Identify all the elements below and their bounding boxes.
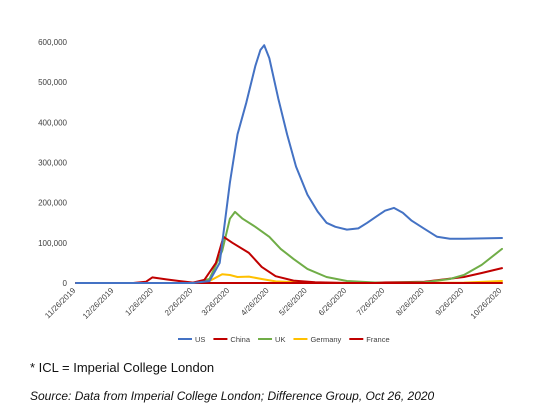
x-tick-label: 3/26/2020 [200, 286, 232, 318]
legend-label-france: France [366, 335, 389, 344]
x-tick-label: 1/26/2020 [123, 286, 155, 318]
legend-label-germany: Germany [310, 335, 341, 344]
x-tick-label: 10/26/2020 [469, 286, 504, 321]
source-note: Source: Data from Imperial College Londo… [30, 389, 435, 403]
x-tick-label: 4/26/2020 [239, 286, 271, 318]
legend-label-us: US [195, 335, 205, 344]
x-tick-label: 9/26/2020 [434, 286, 466, 318]
series-line-us [75, 44, 503, 284]
series-line-china [75, 235, 503, 284]
y-axis: 0 100,000 200,000 300,000 400,000 500,000 600,… [38, 38, 67, 288]
x-tick-label: 12/26/2019 [81, 286, 116, 321]
legend-label-uk: UK [275, 335, 285, 344]
x-tick-label: 5/26/2020 [277, 286, 309, 318]
legend-label-china: China [230, 335, 250, 344]
x-tick-label: 11/26/2019 [43, 286, 78, 321]
x-tick-label: 8/26/2020 [394, 286, 426, 318]
y-tick-label: 600,000 [38, 38, 67, 47]
x-tick-label: 2/26/2020 [163, 286, 195, 318]
series-lines [75, 44, 503, 284]
y-tick-label: 300,000 [38, 159, 67, 168]
y-tick-label: 400,000 [38, 118, 67, 127]
y-tick-label: 500,000 [38, 78, 67, 87]
y-tick-label: 100,000 [38, 239, 67, 248]
x-tick-label: 7/26/2020 [355, 286, 387, 318]
line-chart: 0 100,000 200,000 300,000 400,000 500,000 600,… [38, 38, 504, 344]
footnote: * ICL = Imperial College London [30, 360, 215, 375]
x-axis: 11/26/2019 12/26/2019 1/26/2020 2/26/2020 3/… [43, 286, 504, 321]
legend: US China UK Germany France [178, 335, 390, 344]
x-tick-label: 6/26/2020 [317, 286, 349, 318]
y-tick-label: 0 [63, 279, 68, 288]
series-line-uk [75, 210, 503, 284]
y-tick-label: 200,000 [38, 199, 67, 208]
